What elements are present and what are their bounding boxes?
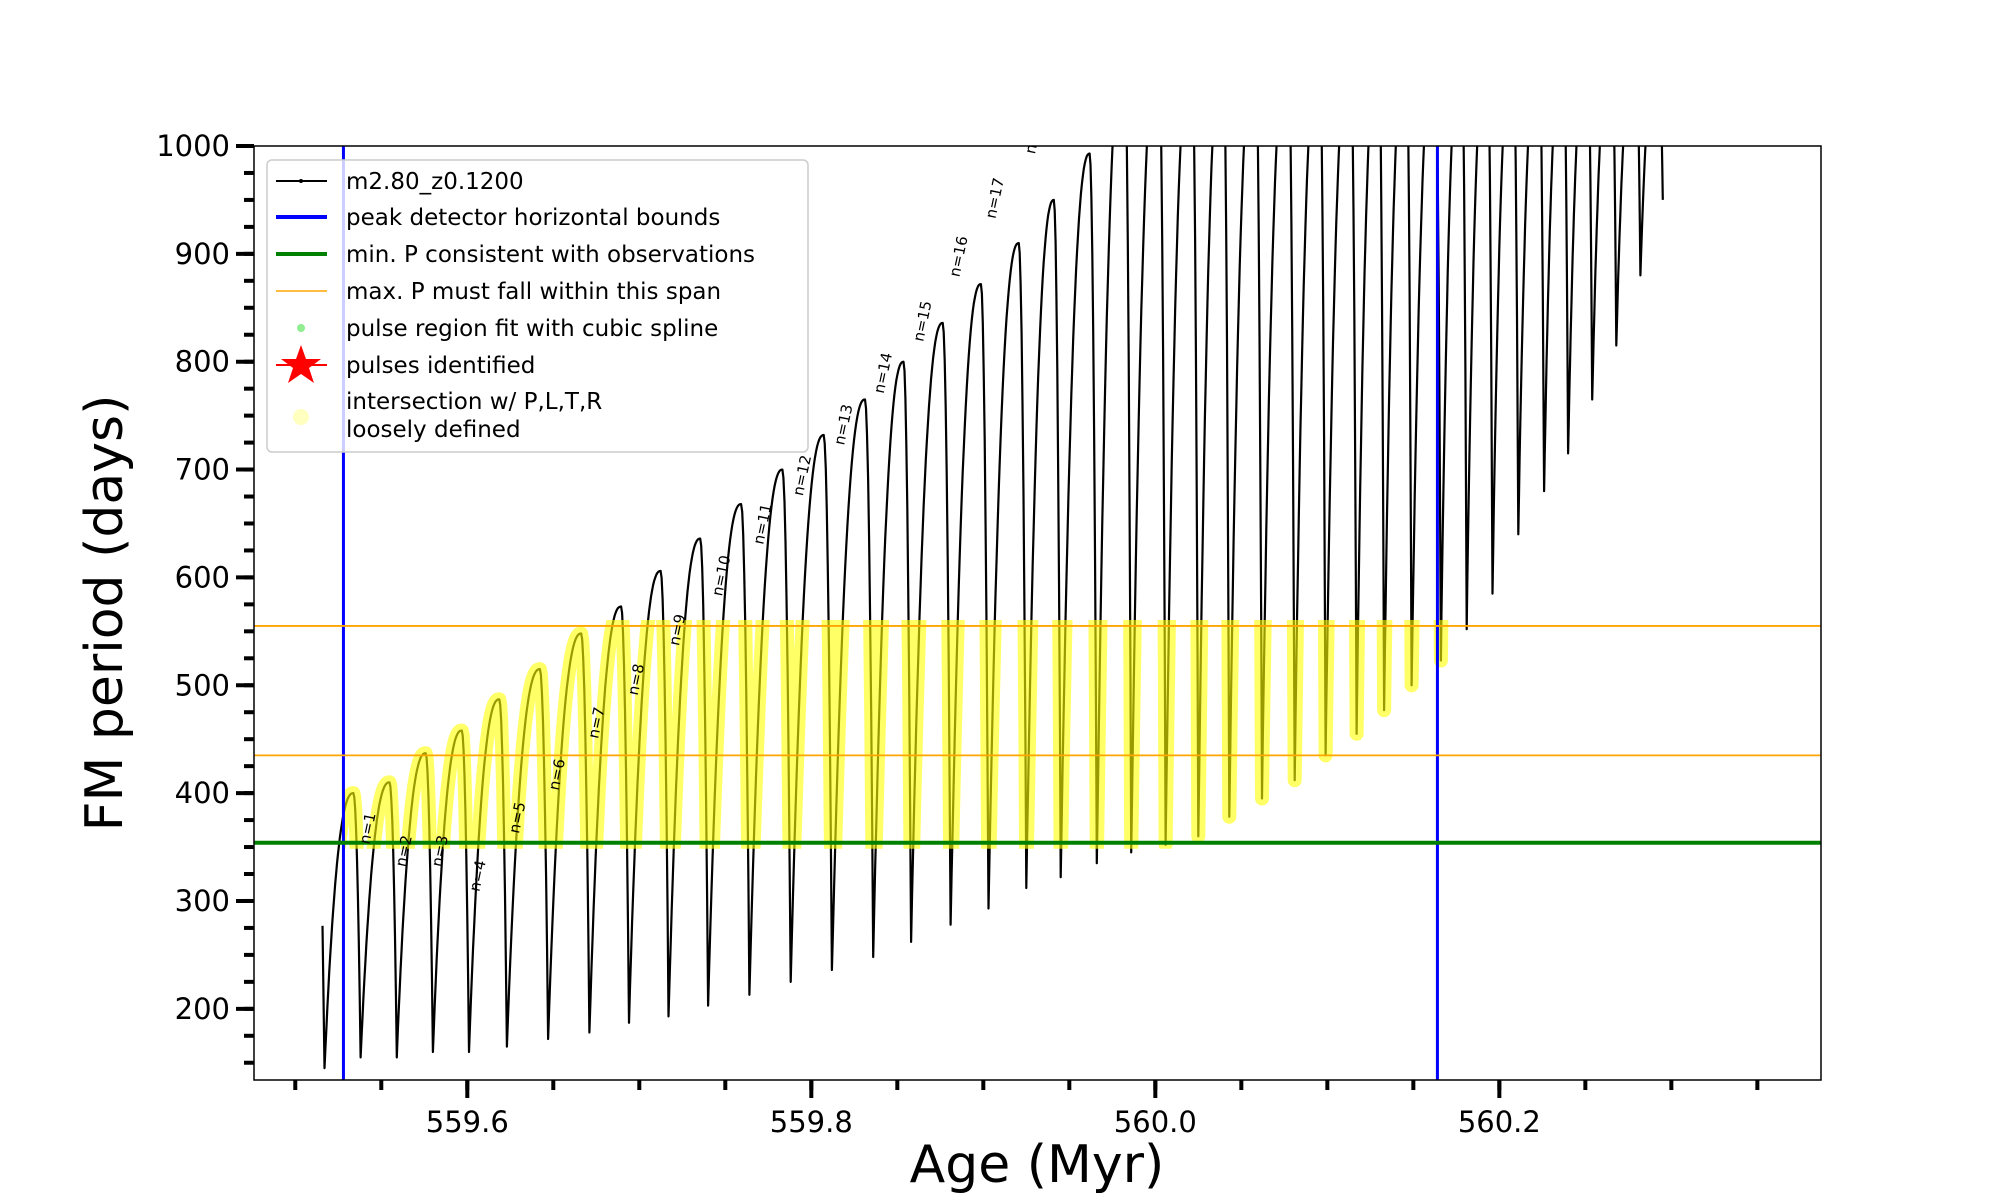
legend-label-intersection-2: loosely defined <box>346 417 521 443</box>
legend-label-pulses: pulses identified <box>346 353 535 379</box>
legend-label-series: m2.80_z0.1200 <box>346 169 524 195</box>
y-tick-label: 400 <box>175 776 230 810</box>
x-axis: 559.6 559.8 560.0 560.2 <box>293 1080 1760 1139</box>
y-tick-label: 900 <box>175 237 230 271</box>
legend-marker-green-dot <box>297 324 305 332</box>
y-tick-label: 500 <box>175 668 230 702</box>
y-tick-label: 300 <box>175 884 230 918</box>
y-tick-label: 700 <box>175 453 230 487</box>
x-tick-label: 560.2 <box>1458 1105 1541 1139</box>
reference-lines <box>254 146 1821 1080</box>
legend-label-green: min. P consistent with observations <box>346 242 755 268</box>
intersection-highlight <box>343 619 1449 849</box>
x-tick-label: 560.0 <box>1114 1105 1197 1139</box>
legend: m2.80_z0.1200 peak detector horizontal b… <box>266 159 809 453</box>
pulse-label: n=18 <box>1021 111 1047 155</box>
star-icon <box>281 345 321 383</box>
x-tick-label: 559.6 <box>426 1105 509 1139</box>
legend-label-orange: max. P must fall within this span <box>346 279 721 305</box>
highlight-path <box>343 619 1449 849</box>
x-tick-label: 559.8 <box>770 1105 853 1139</box>
legend-label-blue: peak detector horizontal bounds <box>346 205 720 231</box>
legend-label-spline: pulse region fit with cubic spline <box>346 316 718 342</box>
legend-marker-series-dot <box>299 179 303 183</box>
plot-content: n=1n=2 n=3n=4n=5n=6n=7n=8n=9n=10n=11n=12n… <box>254 111 1821 1080</box>
legend-box <box>266 159 809 453</box>
y-axis: 200 300 400 500 600 700 800 900 1000 <box>156 129 254 1065</box>
y-tick-label: 800 <box>175 345 230 379</box>
legend-marker-yellow-dot <box>293 409 309 425</box>
y-tick-label: 200 <box>175 992 230 1026</box>
x-axis-label: Age (Myr) <box>910 1135 1165 1195</box>
legend-label-intersection-1: intersection w/ P,L,T,R <box>346 389 602 415</box>
y-tick-label: 600 <box>175 560 230 594</box>
plot-frame <box>253 145 1822 1081</box>
y-tick-label: 1000 <box>156 129 230 163</box>
y-axis-label: FM period (days) <box>75 395 135 832</box>
